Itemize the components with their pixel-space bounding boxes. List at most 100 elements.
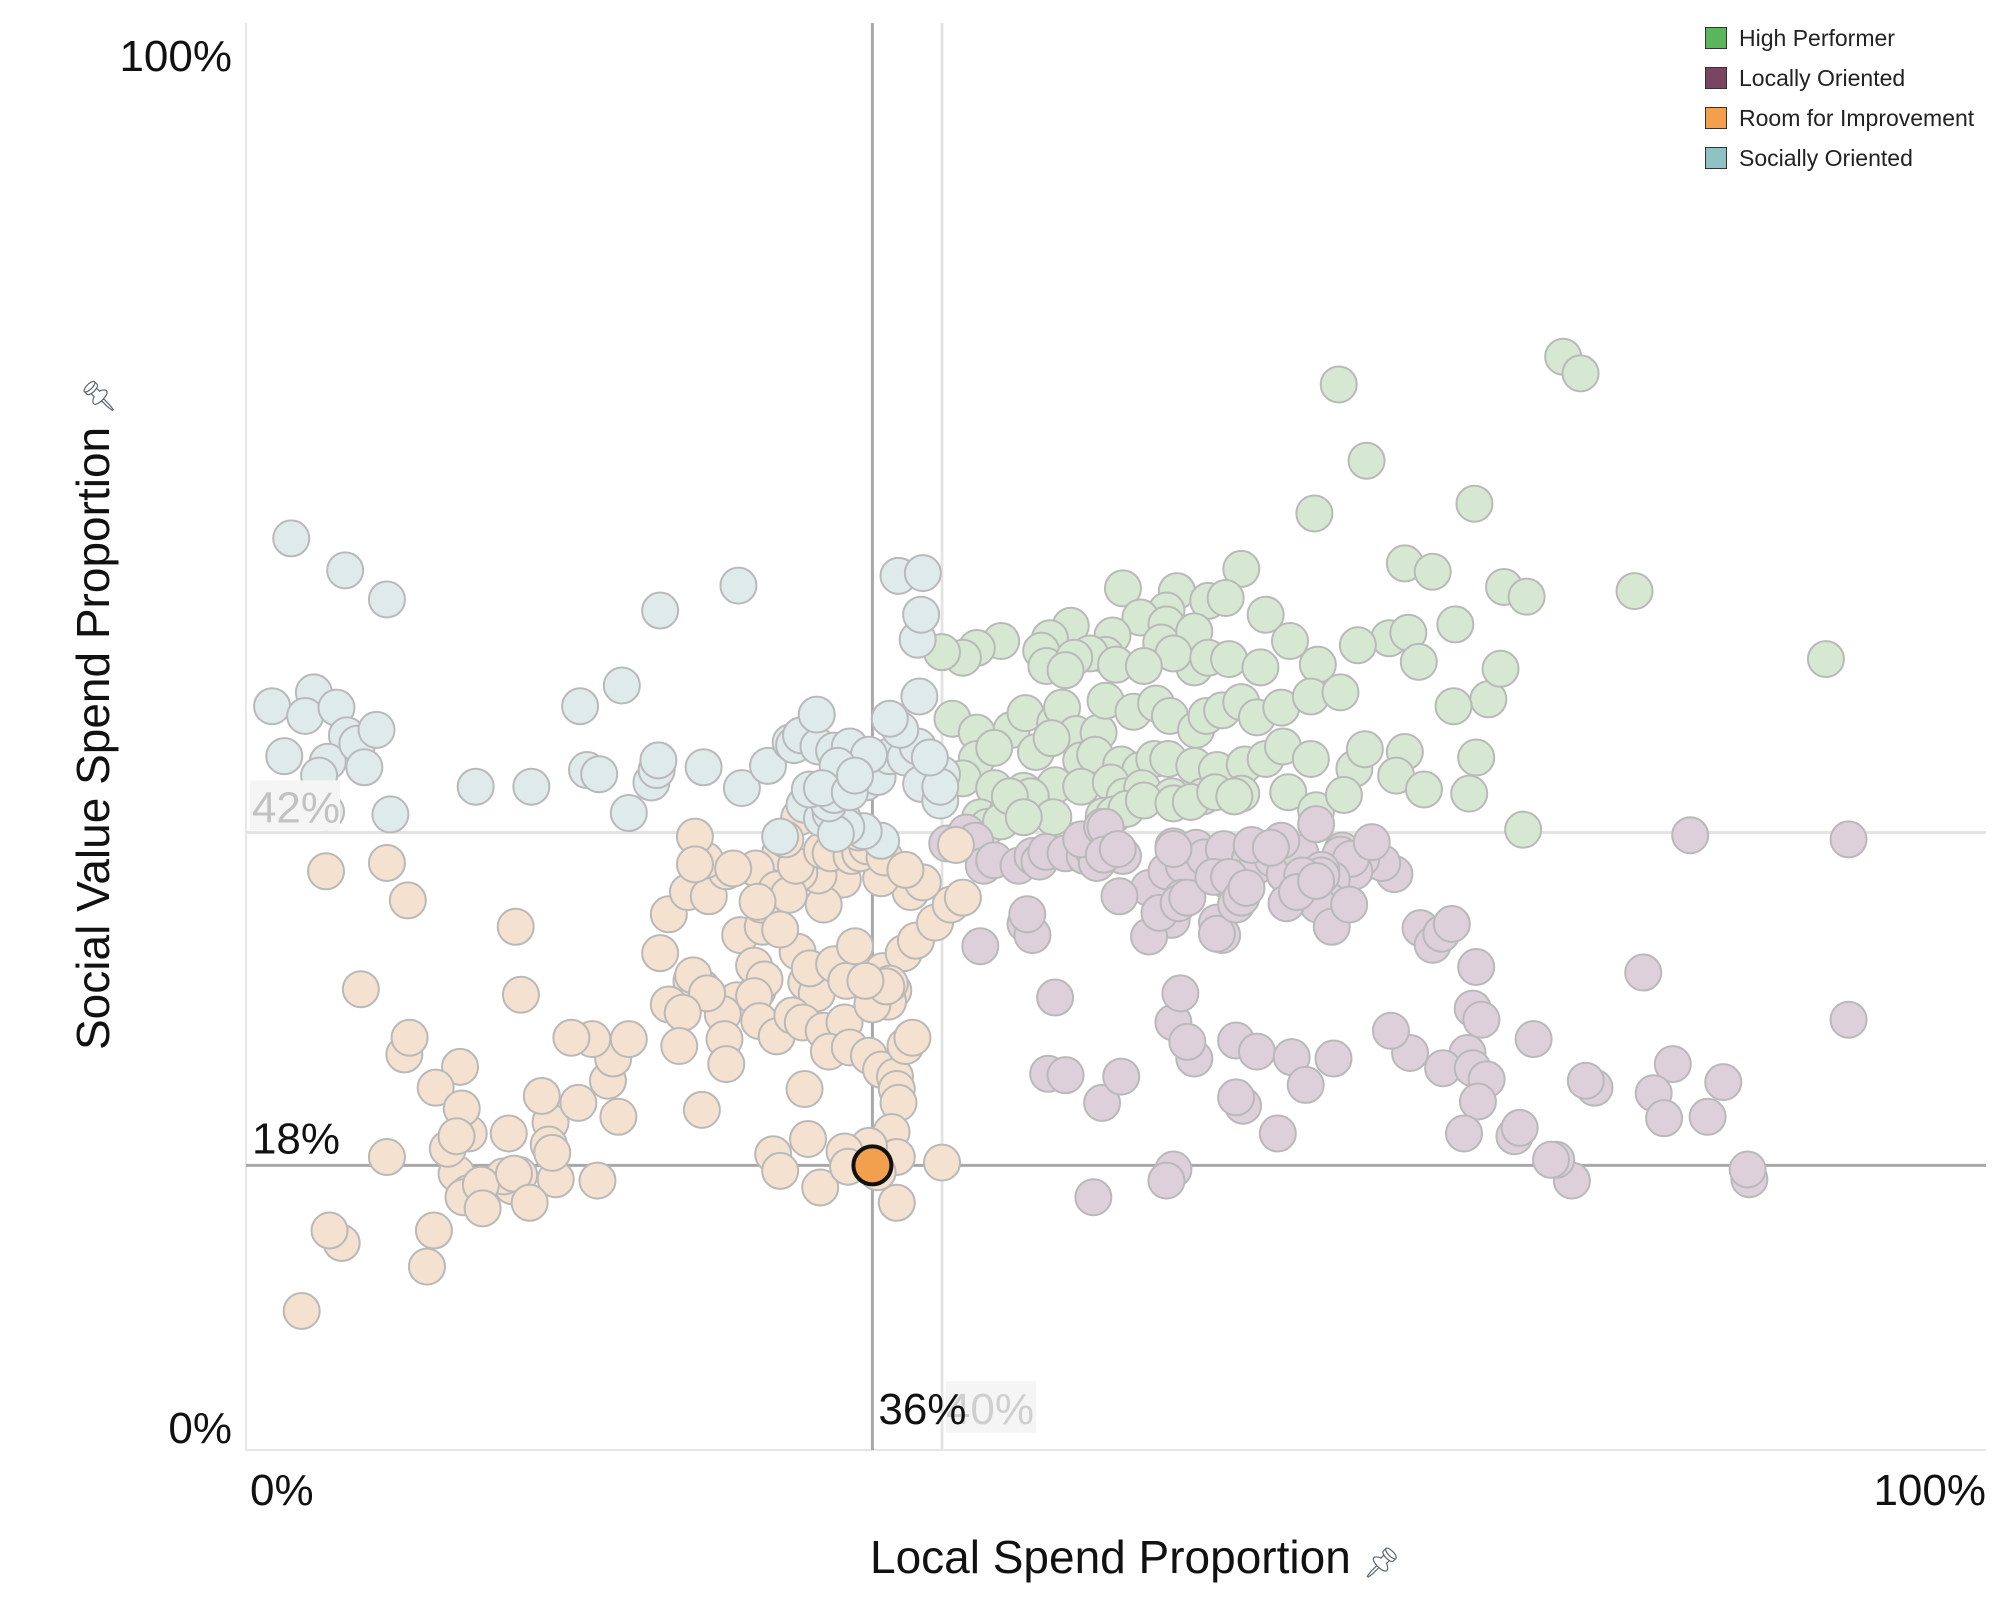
data-point-locally-oriented (1083, 1083, 1122, 1122)
legend-label: High Performer (1739, 24, 1895, 51)
legend-item-locally-oriented[interactable]: Locally Oriented (1705, 58, 1974, 98)
data-point-high-performer (1615, 572, 1654, 611)
data-point-locally-oriented (1432, 905, 1471, 944)
data-point-socially-oriented (456, 767, 495, 806)
data-point-locally-oriented (1688, 1097, 1727, 1136)
data-point-room-for-improvement (388, 881, 427, 920)
data-point-locally-oriented (1645, 1099, 1684, 1138)
x-average-label: 40% (946, 1385, 1034, 1434)
y-tick-label: 0% (168, 1404, 232, 1453)
data-point-socially-oriented (265, 737, 304, 776)
data-point-locally-oriented (1671, 816, 1710, 855)
data-point-locally-oriented (961, 927, 1000, 966)
data-point-room-for-improvement (641, 934, 680, 973)
data-point-high-performer (1269, 773, 1308, 812)
data-point-high-performer (1436, 605, 1475, 644)
data-point-room-for-improvement (707, 1045, 746, 1084)
data-point-room-for-improvement (390, 1018, 429, 1057)
x-tick-label: 0% (250, 1466, 314, 1515)
y-axis-label: Social Value Spend Proportion (67, 426, 119, 1050)
data-point-locally-oriented (1458, 1082, 1497, 1121)
data-point-room-for-improvement (441, 1047, 480, 1086)
data-point-room-for-improvement (282, 1291, 321, 1330)
data-point-socially-oriented (910, 738, 949, 777)
data-point-room-for-improvement (936, 825, 975, 864)
legend-item-high-performer[interactable]: High Performer (1705, 18, 1974, 58)
data-point-high-performer (1806, 640, 1845, 679)
data-point-socially-oriented (684, 748, 723, 787)
data-point-room-for-improvement (789, 1119, 828, 1158)
data-point-locally-oriented (1258, 1114, 1297, 1153)
data-point-high-performer (1206, 579, 1245, 618)
data-point-room-for-improvement (761, 910, 800, 949)
legend-swatch-room-for-improvement (1705, 107, 1727, 129)
data-point-locally-oriented (1371, 1011, 1410, 1050)
data-point-room-for-improvement (660, 1027, 699, 1066)
data-point-room-for-improvement (877, 1183, 916, 1222)
data-point-high-performer (1103, 569, 1142, 608)
data-point-room-for-improvement (367, 1138, 406, 1177)
data-point-locally-oriented (1161, 974, 1200, 1013)
data-point-socially-oriented (749, 746, 787, 785)
data-point-room-for-improvement (310, 1211, 349, 1250)
data-point-room-for-improvement (675, 845, 714, 884)
data-point-socially-oriented (719, 566, 758, 605)
data-point-room-for-improvement (437, 1117, 476, 1156)
data-point-locally-oriented (1653, 1045, 1692, 1084)
x-axis-title: Local Spend Proportion 📌︎ (870, 1530, 1401, 1584)
data-point-socially-oriented (272, 519, 311, 558)
data-point-high-performer (1222, 549, 1261, 588)
data-point-locally-oriented (1297, 862, 1336, 901)
data-point-socially-oriented (602, 666, 641, 705)
data-point-room-for-improvement (307, 852, 346, 891)
data-point-high-performer (1507, 577, 1546, 616)
data-point-socially-oriented (371, 795, 410, 834)
data-point-high-performer (1295, 494, 1334, 533)
data-point-room-for-improvement (496, 907, 535, 946)
data-point-locally-oriented (1036, 978, 1075, 1017)
data-point-locally-oriented (1500, 1108, 1539, 1147)
legend-label: Socially Oriented (1739, 144, 1913, 171)
data-point-room-for-improvement (836, 927, 874, 966)
legend-label: Locally Oriented (1739, 64, 1906, 91)
data-point-locally-oriented (1098, 830, 1137, 869)
data-point-room-for-improvement (886, 850, 925, 889)
legend-swatch-high-performer (1705, 27, 1727, 49)
data-point-high-performer (1347, 441, 1386, 480)
data-point-room-for-improvement (501, 975, 540, 1014)
data-point-locally-oriented (1102, 1057, 1141, 1096)
data-point-room-for-improvement (367, 843, 406, 882)
data-point-locally-oriented (1624, 953, 1663, 992)
data-point-room-for-improvement (494, 1154, 533, 1193)
data-point-locally-oriented (1514, 1020, 1553, 1059)
data-point-room-for-improvement (599, 1097, 638, 1136)
data-point-socially-oriented (641, 591, 680, 630)
data-point-locally-oriented (1532, 1140, 1570, 1179)
data-point-locally-oriented (1237, 1032, 1276, 1071)
data-point-room-for-improvement (801, 1168, 840, 1207)
pin-icon[interactable]: 📌︎ (83, 376, 116, 415)
data-point-room-for-improvement (663, 993, 702, 1032)
data-point-locally-oriented (1314, 1039, 1353, 1078)
pin-icon[interactable]: 📌︎ (1362, 1547, 1401, 1580)
data-point-room-for-improvement (510, 1183, 549, 1222)
data-point-high-performer (1032, 719, 1071, 758)
data-point-locally-oriented (1457, 947, 1496, 986)
data-point-room-for-improvement (761, 1151, 800, 1190)
data-point-room-for-improvement (407, 1247, 446, 1286)
data-point-room-for-improvement (489, 1114, 528, 1153)
data-point-room-for-improvement (714, 849, 753, 888)
data-point-room-for-improvement (463, 1189, 502, 1228)
data-point-socially-oriented (253, 687, 292, 726)
data-point-high-performer (1324, 776, 1363, 815)
legend-item-socially-oriented[interactable]: Socially Oriented (1705, 138, 1974, 178)
data-point-high-performer (1455, 484, 1494, 523)
data-point-locally-oriented (1168, 878, 1207, 917)
data-point-socially-oriented (357, 710, 396, 749)
data-point-locally-oriented (1046, 1056, 1085, 1095)
data-point-high-performer (1319, 365, 1358, 404)
legend-item-room-for-improvement[interactable]: Room for Improvement (1705, 98, 1974, 138)
y-axis-title: Social Value Spend Proportion 📌︎ (66, 377, 120, 1050)
